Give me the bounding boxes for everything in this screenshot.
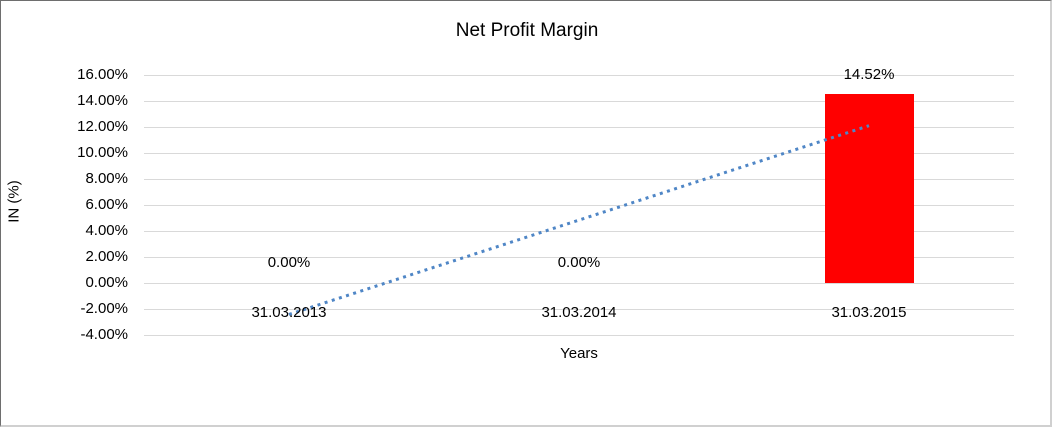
x-axis-title: Years xyxy=(560,345,598,362)
y-axis-tick-label: -4.00% xyxy=(80,326,128,343)
y-axis-tick-label: 2.00% xyxy=(85,248,128,265)
y-axis-tick-label: 4.00% xyxy=(85,222,128,239)
horizontal-gridline xyxy=(144,335,1014,336)
x-axis-tick-label: 31.03.2015 xyxy=(831,304,907,321)
y-axis-tick-label: 8.00% xyxy=(85,170,128,187)
x-axis-tick-label: 31.03.2013 xyxy=(251,304,327,321)
bar-31.03.2015 xyxy=(824,94,914,283)
y-axis-tick-label: 10.00% xyxy=(77,144,128,161)
chart-title: Net Profit Margin xyxy=(455,20,599,41)
x-axis-tick-label: 31.03.2014 xyxy=(541,304,617,321)
horizontal-gridline xyxy=(144,283,1014,284)
horizontal-gridline xyxy=(144,75,1014,76)
y-axis-tick-label: 14.00% xyxy=(77,92,128,109)
y-axis-tick-label: 16.00% xyxy=(77,66,128,83)
y-axis-tick-label: 6.00% xyxy=(85,196,128,213)
horizontal-gridline xyxy=(144,101,1014,102)
y-axis-tick-label: 0.00% xyxy=(85,274,128,291)
y-axis-tick-label: 12.00% xyxy=(77,118,128,135)
data-label: 14.52% xyxy=(843,66,895,84)
data-label: 0.00% xyxy=(267,254,311,271)
y-axis-title: IN (%) xyxy=(5,180,23,223)
y-axis-tick-label: -2.00% xyxy=(80,300,128,317)
data-label: 0.00% xyxy=(557,254,601,271)
